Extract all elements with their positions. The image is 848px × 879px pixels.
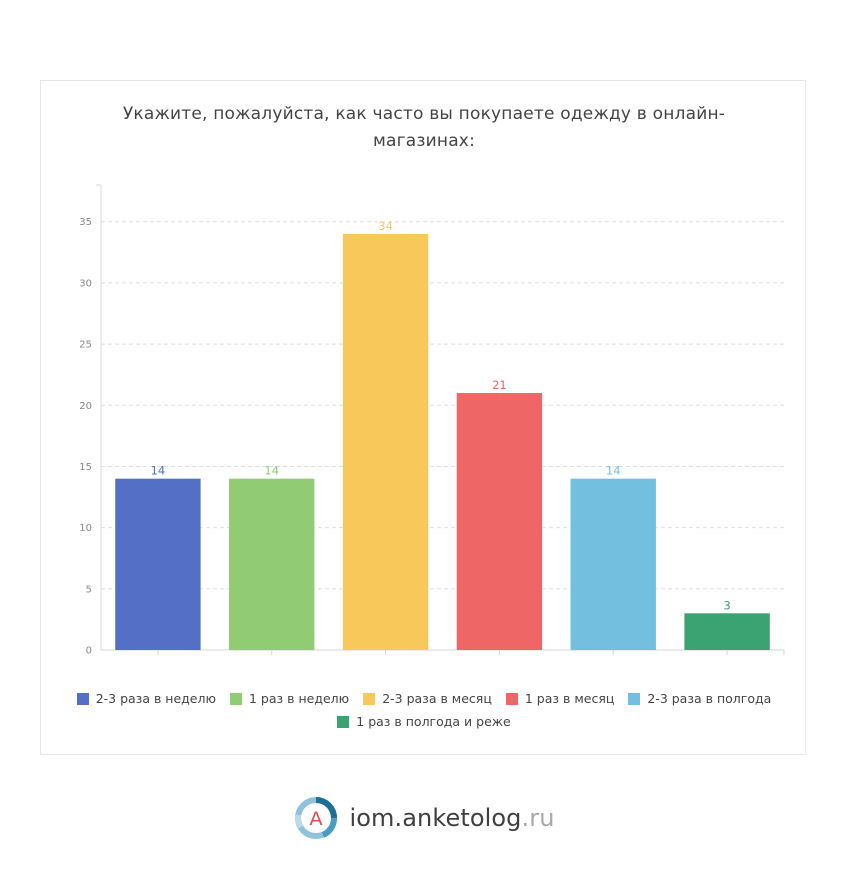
y-tick-label: 0: [86, 646, 92, 657]
legend-item[interactable]: 2-3 раза в неделю: [76, 690, 216, 707]
bar-value-label: 14: [151, 464, 166, 478]
y-tick-label: 25: [79, 340, 92, 351]
anketolog-logo-icon: A: [295, 797, 338, 839]
legend-label: 1 раз в полгода и реже: [356, 714, 511, 729]
legend-swatch: [505, 692, 518, 705]
y-tick-label: 35: [79, 217, 92, 228]
bar: [456, 393, 543, 650]
chart-legend: 2-3 раза в неделю 1 раз в неделю 2-3 раза …: [60, 690, 788, 730]
y-tick-label: 5: [86, 584, 92, 595]
bar-value-label: 3: [723, 598, 730, 612]
bar-value-label: 34: [378, 219, 393, 233]
y-tick-label: 15: [79, 462, 92, 473]
legend-label: 2-3 раза в месяц: [382, 691, 492, 706]
bar: [570, 478, 656, 650]
legend-swatch: [628, 692, 641, 705]
brand-tld: .ru: [521, 804, 555, 832]
y-tick-label: 30: [79, 278, 92, 289]
legend-label: 2-3 раза в полгода: [647, 691, 772, 706]
bar: [342, 233, 429, 650]
bar-value-label: 21: [492, 378, 507, 392]
bar: [684, 613, 770, 650]
legend-item[interactable]: 1 раз в неделю: [230, 690, 349, 707]
legend-label: 1 раз в месяц: [524, 691, 615, 706]
legend-item[interactable]: 2-3 раза в месяц: [363, 690, 492, 707]
brand-name: iom.anketolog.ru: [349, 804, 554, 832]
y-tick-label: 10: [79, 523, 92, 534]
y-tick-label: 20: [79, 401, 92, 412]
legend-label: 1 раз в неделю: [249, 691, 350, 706]
legend-swatch: [76, 692, 89, 705]
footer: A iom.anketolog.ru: [0, 793, 848, 843]
bar: [115, 478, 201, 650]
chart-title-line-1: Укажите, пожалуйста, как часто вы покупа…: [122, 104, 726, 124]
bar: [229, 478, 315, 650]
legend-item[interactable]: 2-3 раза в полгода: [628, 690, 771, 707]
legend-swatch: [363, 692, 376, 705]
logo-letter: A: [310, 808, 323, 830]
chart-title: Укажите, пожалуйста, как часто вы покупа…: [100, 101, 748, 155]
bar-value-label: 14: [264, 464, 279, 478]
chart-title-line-2: магазинах:: [373, 131, 475, 151]
legend-item[interactable]: 1 раз в полгода и реже: [337, 713, 511, 730]
legend-label: 2-3 раза в неделю: [95, 691, 216, 706]
brand-main: iom.anketolog: [349, 804, 522, 832]
legend-swatch: [230, 692, 242, 705]
anketolog-logo[interactable]: A iom.anketolog.ru: [293, 795, 554, 841]
legend-item[interactable]: 1 раз в месяц: [505, 690, 615, 707]
bar-value-label: 14: [606, 464, 621, 478]
legend-swatch: [337, 715, 350, 728]
